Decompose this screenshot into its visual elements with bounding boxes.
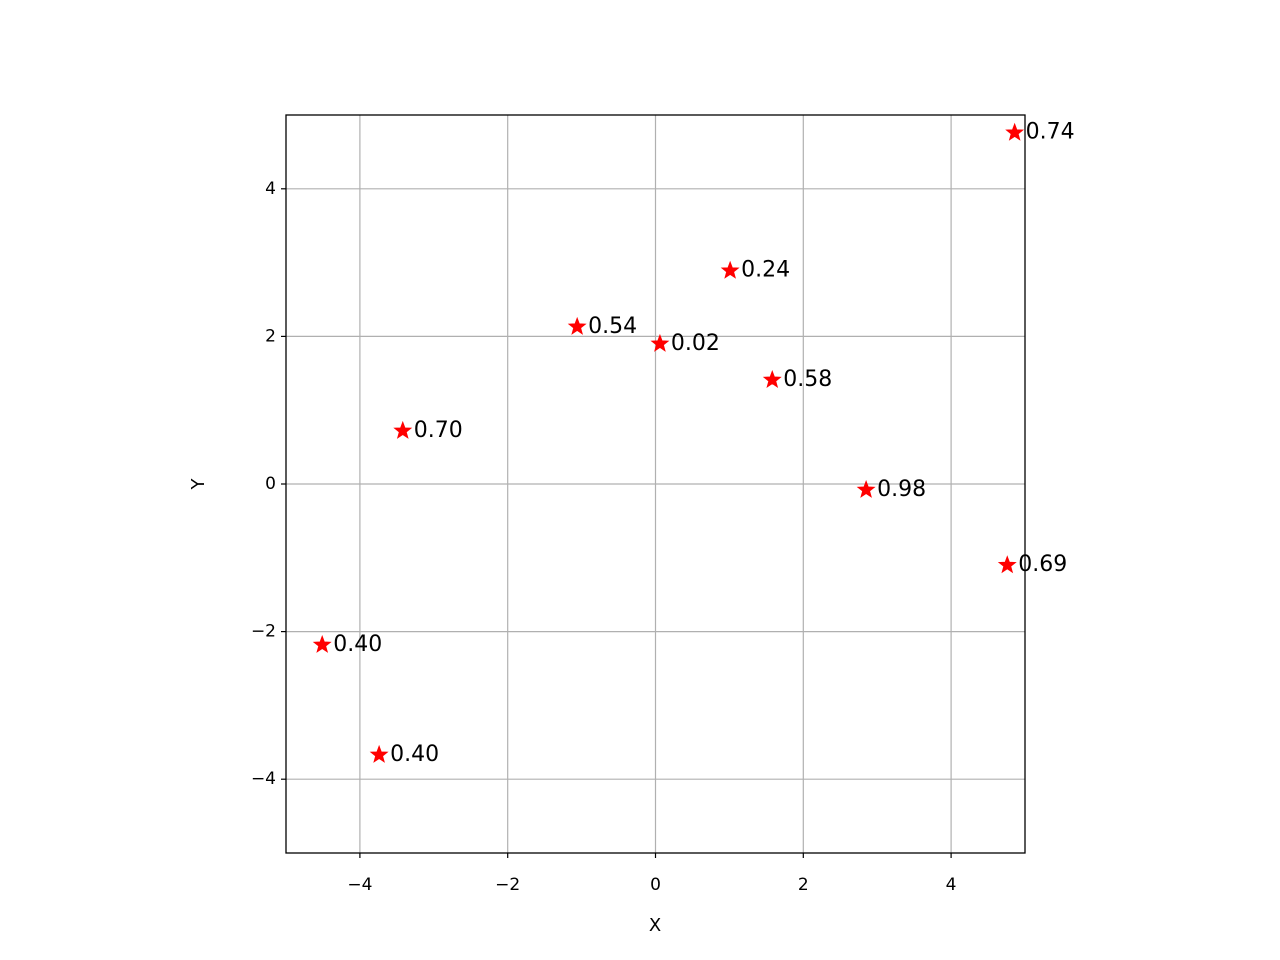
point-label: 0.98 <box>877 477 926 502</box>
point <box>393 420 413 439</box>
x-tick-label: −4 <box>347 875 372 895</box>
point <box>650 333 670 352</box>
point-label: 0.02 <box>671 331 720 356</box>
point-label: 0.70 <box>414 418 463 443</box>
y-tick-label: 2 <box>265 326 276 346</box>
point-label: 0.40 <box>333 632 382 657</box>
point <box>567 316 587 335</box>
x-tick-label: 0 <box>650 875 661 895</box>
x-tick-label: −2 <box>495 875 520 895</box>
point-label: 0.40 <box>390 742 439 767</box>
point <box>856 479 876 498</box>
point-label: 0.54 <box>588 314 637 339</box>
y-axis-label: Y <box>188 478 209 491</box>
x-tick-label: 4 <box>946 875 957 895</box>
point-label: 0.58 <box>783 367 832 392</box>
point-label: 0.24 <box>741 258 790 283</box>
point <box>720 260 740 279</box>
y-tick-label: 0 <box>265 474 276 494</box>
point <box>369 744 389 763</box>
x-axis-label: X <box>649 915 661 936</box>
point <box>312 634 332 653</box>
point <box>997 555 1017 574</box>
point-label: 0.69 <box>1018 552 1067 577</box>
y-tick-label: −4 <box>251 769 276 789</box>
plot-frame <box>285 114 1026 854</box>
x-tick-label: 2 <box>798 875 809 895</box>
point <box>1005 122 1025 141</box>
y-tick-label: −2 <box>251 622 276 642</box>
point-label: 0.74 <box>1026 120 1075 145</box>
point <box>762 370 782 388</box>
y-tick-label: 4 <box>265 179 276 199</box>
